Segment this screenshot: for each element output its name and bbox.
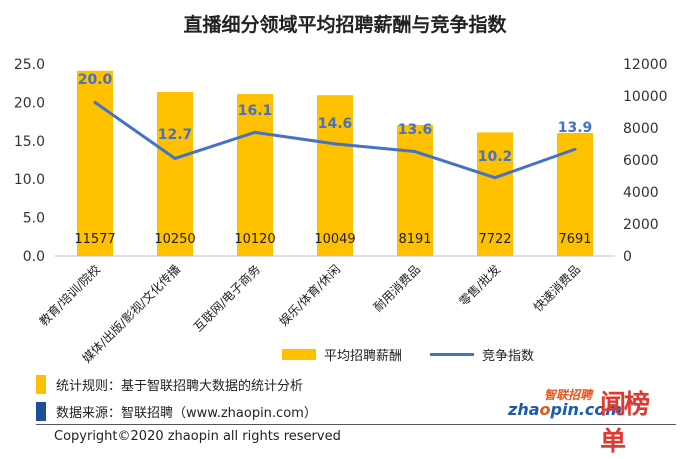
bar: [77, 70, 113, 256]
line-point: [413, 150, 417, 154]
x-tick-label: 耐用消费品: [371, 262, 423, 314]
bar: [477, 132, 513, 256]
legend-swatch-bar: [282, 349, 316, 360]
bar-value-label: 10120: [234, 232, 275, 247]
note-rule-marker: [36, 375, 46, 394]
line-value-label: 13.9: [558, 120, 593, 136]
line-point: [93, 100, 97, 104]
chart-title: 直播细分领域平均招聘薪酬与竞争指数: [183, 14, 507, 36]
note-source-text: 数据来源：智联招聘（www.zhaopin.com）: [56, 406, 317, 421]
y-left-tick-label: 20.0: [14, 95, 45, 111]
y-right-tick-label: 8000: [623, 121, 659, 137]
y-left-tick-label: 0.0: [23, 249, 45, 265]
line-point: [573, 147, 577, 151]
y-right-tick-label: 6000: [623, 153, 659, 169]
legend-swatch-line: [430, 353, 474, 356]
bar-value-label: 10049: [314, 232, 355, 247]
bar-value-label: 8191: [398, 232, 431, 247]
y-right-tick-label: 12000: [623, 57, 668, 73]
bar-value-label: 10250: [154, 232, 195, 247]
zhaopin-logo: 智联招聘 zhaopin.com: [508, 386, 622, 424]
y-right-tick-label: 0: [623, 249, 632, 265]
y-left-tick-label: 10.0: [14, 172, 45, 188]
bar: [237, 94, 273, 256]
line-point: [493, 176, 497, 180]
note-source-marker: [36, 402, 46, 421]
line-value-label: 10.2: [478, 149, 513, 165]
line-value-label: 12.7: [158, 127, 193, 143]
note-rule: 统计规则：基于智联招聘大数据的统计分析: [36, 375, 303, 394]
bar-value-label: 7722: [478, 232, 511, 247]
x-tick-label: 娱乐/体育/休闲: [276, 262, 343, 329]
zhaopin-logo-cn: 智联招聘: [543, 388, 592, 402]
x-tick-label: 教育/培训/院校: [36, 262, 103, 329]
bar-value-label: 11577: [74, 232, 115, 247]
legend-label-salary: 平均招聘薪酬: [324, 349, 403, 364]
zhaopin-logo-en: zhaopin.com: [508, 400, 623, 419]
y-left-tick-label: 25.0: [14, 57, 45, 73]
bar: [157, 92, 193, 256]
y-right-tick-label: 4000: [623, 185, 659, 201]
note-source: 数据来源：智联招聘（www.zhaopin.com）: [36, 402, 317, 421]
y-right-tick-label: 2000: [623, 217, 659, 233]
legend-label-competition: 竞争指数: [482, 349, 535, 364]
x-tick-label: 互联网/电子商务: [190, 262, 263, 335]
y-left-tick-label: 5.0: [23, 211, 45, 227]
line-value-label: 16.1: [238, 103, 273, 119]
line-value-label: 13.6: [398, 122, 433, 138]
line-point: [253, 130, 257, 134]
bar: [317, 95, 353, 256]
y-right-tick-label: 10000: [623, 89, 668, 105]
x-tick-label: 零售/批发: [456, 262, 503, 309]
line-value-label: 20.0: [78, 72, 113, 88]
ranking-logo: 闻榜单: [600, 390, 650, 457]
line-value-label: 14.6: [318, 116, 353, 132]
y-left-tick-label: 15.0: [14, 134, 45, 150]
footer-divider: [36, 424, 676, 425]
line-point: [333, 142, 337, 146]
note-rule-text: 统计规则：基于智联招聘大数据的统计分析: [56, 379, 304, 394]
legend-item-salary: 平均招聘薪酬: [282, 345, 402, 364]
bar: [397, 124, 433, 256]
line-point: [173, 156, 177, 160]
x-tick-label: 快速消费品: [531, 262, 583, 314]
copyright-text: Copyright©2020 zhaopin all rights reserv…: [54, 429, 341, 444]
bar-value-label: 7691: [558, 232, 591, 247]
legend-item-competition: 竞争指数: [430, 345, 534, 364]
